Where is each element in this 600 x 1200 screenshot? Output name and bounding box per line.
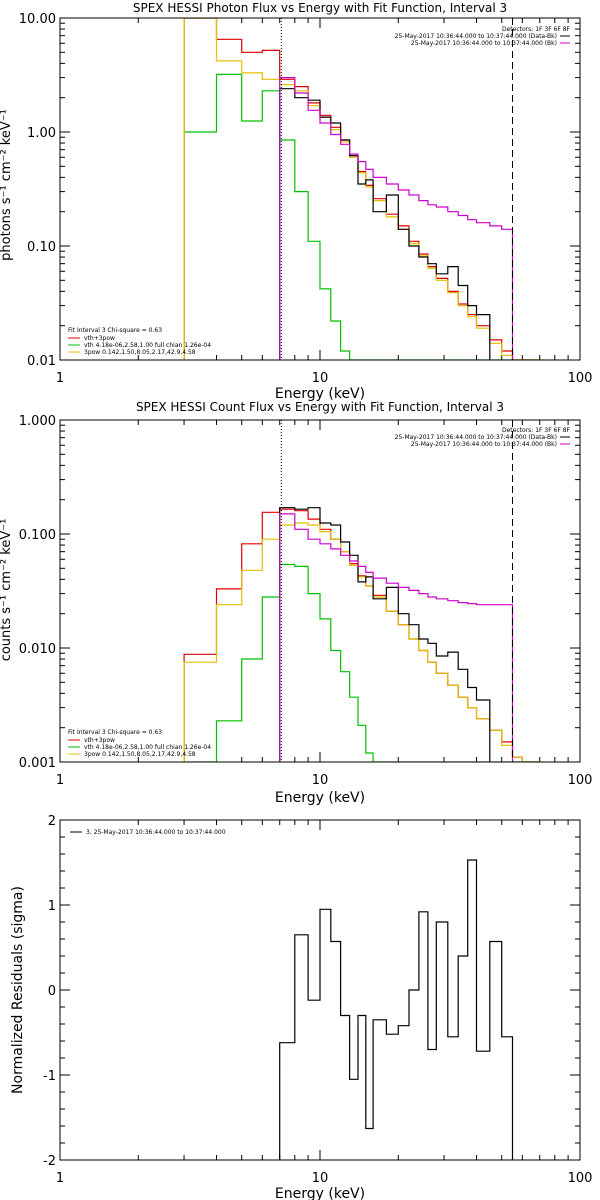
x-tick-label: 100 <box>568 1171 593 1186</box>
photon-fit-header: Fit Interval 3 Chi-square = 0.63 <box>68 327 162 334</box>
series-line-vth-3pow <box>183 18 540 360</box>
photon-legend-vth: vth 4.18e-06,2.58,1.00 full chian 1.26e-… <box>84 342 211 349</box>
photon-legend-data-bk: 25-May-2017 10:36:44.000 to 10:37:44.000… <box>395 33 557 40</box>
resid-plot-frame <box>59 819 581 1161</box>
x-tick-label: 1 <box>56 773 64 788</box>
photon-flux-chart: SPEX HESSI Photon Flux vs Energy with Fi… <box>0 1 592 402</box>
photon-legend-bk: 25-May-2017 10:36:44.000 to 10:37:44.000… <box>411 40 557 47</box>
count-chart-title: SPEX HESSI Count Flux vs Energy with Fit… <box>136 400 504 414</box>
series-line-data-bk <box>279 507 491 762</box>
series-line-3pow <box>183 522 540 762</box>
count-detectors-label: Detectors: 1F 3F 6F 8F <box>502 427 571 434</box>
x-tick-label: 100 <box>568 371 593 386</box>
series-line-3-25-may-2017-10-36-44-000-to-10-37-44-000 <box>279 859 514 1160</box>
count-legend-bottom: Fit Interval 3 Chi-square = 0.63 vth+3po… <box>68 729 211 758</box>
series-line-bk <box>279 77 514 360</box>
resid-legend: 3, 25-May-2017 10:36:44.000 to 10:37:44.… <box>70 829 226 836</box>
y-tick-label: 1.000 <box>19 414 56 429</box>
count-fit-header: Fit Interval 3 Chi-square = 0.63 <box>68 729 162 736</box>
series-line-3pow <box>183 18 540 360</box>
x-tick-label: 1 <box>56 371 64 386</box>
y-tick-label: 1.00 <box>27 126 56 141</box>
y-tick-label: 10.00 <box>19 12 56 27</box>
y-tick-label: -1 <box>43 1069 56 1084</box>
photon-legend-top: Detectors: 1F 3F 6F 8F 25-May-2017 10:36… <box>395 26 571 47</box>
count-flux-chart: SPEX HESSI Count Flux vs Energy with Fit… <box>0 400 592 806</box>
y-tick-label: 0.100 <box>19 528 56 543</box>
resid-y-axis-label: Normalized Residuals (sigma) <box>10 886 26 1094</box>
photon-x-axis-label: Energy (keV) <box>275 386 365 402</box>
series-line-data-bk <box>279 88 491 360</box>
y-tick-label: 0.001 <box>19 756 56 771</box>
count-legend-data-bk: 25-May-2017 10:36:44.000 to 10:37:44.000… <box>395 434 557 441</box>
x-tick-label: 10 <box>312 371 329 386</box>
y-tick-label: 0 <box>48 984 56 999</box>
count-series <box>183 507 540 762</box>
residuals-chart: Energy (keV) Normalized Residuals (sigma… <box>10 814 592 1200</box>
photon-y-axis-label: photons s⁻¹ cm⁻² keV⁻¹ <box>0 109 14 261</box>
series-line-bk <box>279 513 514 762</box>
x-tick-label: 10 <box>312 1171 329 1186</box>
count-x-axis-label: Energy (keV) <box>275 790 365 806</box>
count-legend-vth: vth 4.18e-06,2.58,1.00 full chian 1.26e-… <box>84 744 211 751</box>
photon-chart-title: SPEX HESSI Photon Flux vs Energy with Fi… <box>133 1 507 15</box>
count-legend-bk: 25-May-2017 10:36:44.000 to 10:37:44.000… <box>411 441 557 448</box>
resid-legend-entry: 3, 25-May-2017 10:36:44.000 to 10:37:44.… <box>86 829 226 836</box>
count-plot-frame <box>59 419 581 763</box>
photon-series <box>183 18 540 360</box>
count-legend-top: Detectors: 1F 3F 6F 8F 25-May-2017 10:36… <box>395 427 571 448</box>
count-legend-vth3pow: vth+3pow <box>84 737 115 744</box>
count-y-axis-label: counts s⁻¹ cm⁻² keV⁻¹ <box>0 519 14 662</box>
series-line-vth-3pow <box>183 508 540 762</box>
photon-legend-vth3pow: vth+3pow <box>84 335 115 342</box>
photon-detectors-label: Detectors: 1F 3F 6F 8F <box>502 26 571 33</box>
y-tick-label: 0.10 <box>27 240 56 255</box>
y-tick-label: -2 <box>43 1154 56 1169</box>
photon-plot-frame <box>59 17 581 361</box>
series-line-vth <box>184 563 540 762</box>
y-tick-label: 0.010 <box>19 642 56 657</box>
x-tick-label: 1 <box>56 1171 64 1186</box>
series-line-vth <box>183 73 540 360</box>
y-tick-label: 0.01 <box>27 354 56 369</box>
y-tick-label: 2 <box>48 814 56 829</box>
x-tick-label: 10 <box>312 773 329 788</box>
photon-legend-3pow: 3pow 0.142,1.50,8.05,2.17,42.9,4.58 <box>84 349 196 356</box>
photon-legend-bottom: Fit Interval 3 Chi-square = 0.63 vth+3po… <box>68 327 211 356</box>
residuals-series <box>279 859 514 1160</box>
y-tick-label: 1 <box>48 899 56 914</box>
x-tick-label: 100 <box>568 773 593 788</box>
count-legend-3pow: 3pow 0.142,1.50,8.05,2.17,42.9,4.58 <box>84 751 196 758</box>
resid-x-axis-label: Energy (keV) <box>275 1186 365 1200</box>
